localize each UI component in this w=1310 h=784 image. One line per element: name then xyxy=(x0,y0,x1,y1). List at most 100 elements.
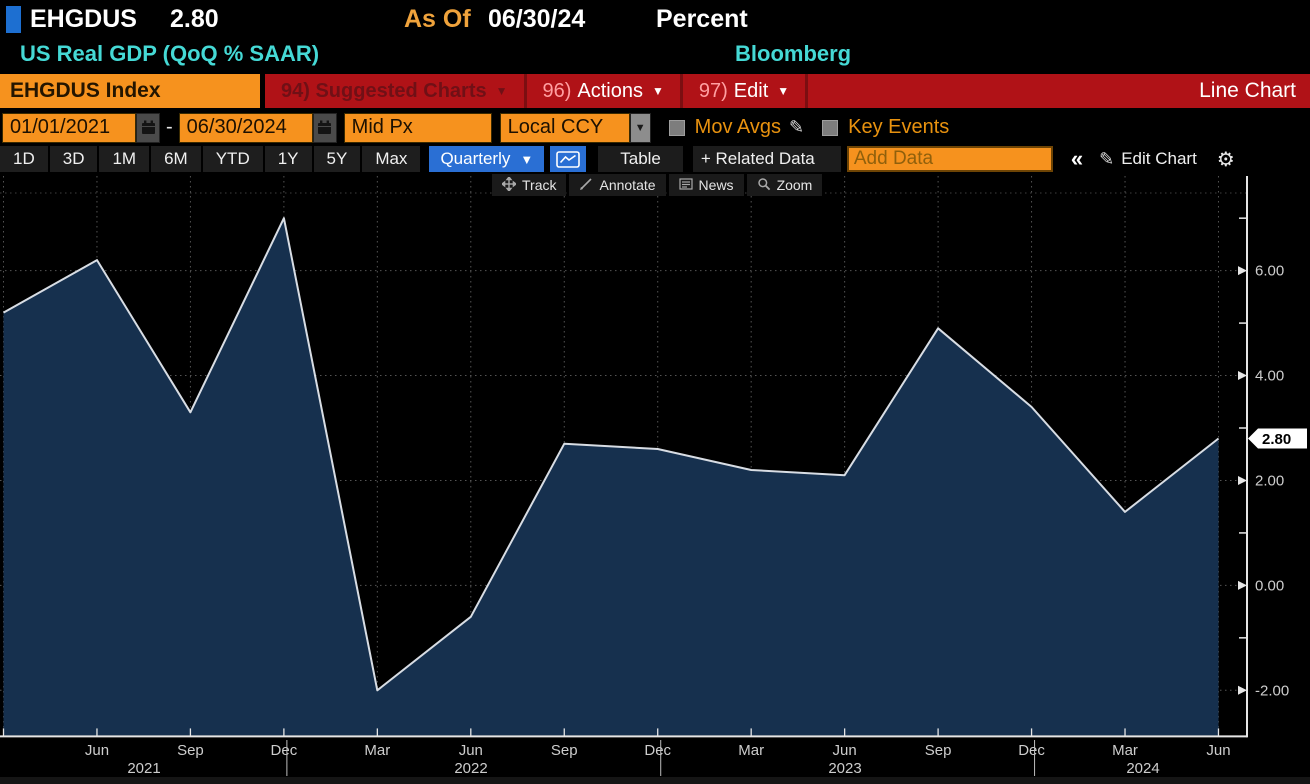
menubar: EHGDUS Index 94) Suggested Charts ▼ 96) … xyxy=(0,74,1310,108)
x-tick-label: Sep xyxy=(925,742,952,759)
calendar-icon[interactable] xyxy=(312,112,337,143)
x-tick-label: Jun xyxy=(85,742,109,759)
x-tick-label: Mar xyxy=(1112,742,1138,759)
terminal-cursor-block xyxy=(6,6,21,33)
header-row: EHGDUS 2.80 As Of 06/30/24 Percent xyxy=(0,0,1310,38)
year-label: 2023 xyxy=(828,760,861,777)
pencil-icon[interactable]: ✎ xyxy=(789,117,805,137)
period-tab-group: 1D 3D 1M 6M YTD 1Y 5Y Max xyxy=(0,146,421,172)
period-tab-max[interactable]: Max xyxy=(362,146,421,172)
y-tick-label: -2.00 xyxy=(1255,682,1289,699)
suggested-charts-menu[interactable]: 94) Suggested Charts ▼ xyxy=(265,74,527,108)
actions-menu-number: 96) xyxy=(542,79,572,102)
x-tick-label: Mar xyxy=(738,742,764,759)
x-tick-label: Dec xyxy=(644,742,671,759)
y-tick-label: 6.00 xyxy=(1255,263,1284,280)
year-label: 2021 xyxy=(127,760,160,777)
currency-field[interactable]: Local CCY xyxy=(499,112,630,143)
period-tab-6m[interactable]: 6M xyxy=(151,146,201,172)
mov-avgs-checkbox[interactable] xyxy=(668,119,685,136)
track-tool-button[interactable]: Track xyxy=(492,174,567,196)
unit-label: Percent xyxy=(656,5,748,33)
security-description-row: US Real GDP (QoQ % SAAR) Bloomberg xyxy=(0,38,1310,72)
y-tick-label: 2.00 xyxy=(1255,472,1284,489)
date-to-field[interactable]: 06/30/2024 xyxy=(178,112,313,143)
edit-menu[interactable]: 97) Edit ▼ xyxy=(683,74,809,108)
line-chart-type-button[interactable] xyxy=(550,146,587,172)
news-tool-button[interactable]: News xyxy=(668,174,744,196)
last-price: 2.80 xyxy=(170,5,219,33)
x-tick-label: Sep xyxy=(551,742,578,759)
year-label: 2022 xyxy=(454,760,487,777)
as-of-date: 06/30/24 xyxy=(488,5,586,33)
x-axis: Jun Sep Dec Mar Jun Sep Dec Mar Jun Sep Dec Mar Jun2… xyxy=(0,728,1247,777)
track-icon xyxy=(500,175,518,194)
x-tick-label: Dec xyxy=(271,742,298,759)
frequency-dropdown[interactable]: Quarterly ▼ xyxy=(429,146,545,172)
currency-dropdown-arrow[interactable]: ▼ xyxy=(629,112,651,143)
zoom-icon xyxy=(757,177,771,194)
period-toolbar: 1D 3D 1M 6M YTD 1Y 5Y Max Quarterly ▼ Table + R… xyxy=(0,146,1310,172)
period-tab-1y[interactable]: 1Y xyxy=(264,146,312,172)
area-fill xyxy=(3,218,1219,736)
key-events-checkbox[interactable] xyxy=(822,119,839,136)
period-tab-1d[interactable]: 1D xyxy=(0,146,48,172)
x-tick-label: Sep xyxy=(177,742,204,759)
collapse-panel-button[interactable]: « xyxy=(1070,146,1084,171)
x-tick-label: Jun xyxy=(459,742,483,759)
y-tick-label: 0.00 xyxy=(1255,577,1284,594)
bloomberg-brand: Bloomberg xyxy=(735,41,852,66)
x-tick-label: Mar xyxy=(364,742,390,759)
period-tab-ytd[interactable]: YTD xyxy=(202,146,263,172)
chevron-down-icon: ▼ xyxy=(652,84,664,98)
ticker-symbol: EHGDUS xyxy=(30,5,137,33)
year-label: 2024 xyxy=(1126,760,1159,777)
date-from-field[interactable]: 01/01/2021 xyxy=(2,112,136,143)
last-price-value: 2.80 xyxy=(1262,431,1291,448)
security-input-field[interactable]: EHGDUS Index xyxy=(0,74,260,108)
menubar-buttons: 94) Suggested Charts ▼ 96) Actions ▼ 97)… xyxy=(265,74,1310,108)
annotate-icon xyxy=(579,177,593,194)
bottom-strip xyxy=(0,777,1310,784)
security-name: US Real GDP (QoQ % SAAR) xyxy=(20,41,320,66)
mov-avgs-label: Mov Avgs xyxy=(694,116,782,138)
chevron-down-icon: ▼ xyxy=(777,84,790,98)
menubar-spacer xyxy=(808,74,1199,108)
edit-menu-number: 97) xyxy=(698,79,728,102)
key-events-label: Key Events xyxy=(848,116,950,138)
chevron-down-icon: ▼ xyxy=(495,84,508,98)
annotate-tool-button[interactable]: Annotate xyxy=(569,174,666,196)
add-data-input[interactable] xyxy=(846,146,1053,172)
period-tab-3d[interactable]: 3D xyxy=(49,146,98,172)
as-of-label: As Of xyxy=(404,5,471,33)
y-tick-label: 4.00 xyxy=(1255,368,1284,385)
period-tab-1m[interactable]: 1M xyxy=(99,146,150,172)
calendar-icon[interactable] xyxy=(136,112,160,143)
x-tick-label: Dec xyxy=(1018,742,1045,759)
edit-menu-label: Edit xyxy=(733,79,769,102)
chart-view-label: Line Chart xyxy=(1199,79,1296,102)
chart-tools-row: Track Annotate News Zoom xyxy=(492,174,823,196)
settings-gear-icon[interactable]: ⚙ xyxy=(1216,148,1235,171)
x-tick-label: Jun xyxy=(833,742,857,759)
chevron-down-icon: ▼ xyxy=(520,151,534,167)
edit-chart-button[interactable]: ✎ Edit Chart xyxy=(1099,148,1197,169)
last-price-tag: 2.80 xyxy=(1248,428,1307,449)
zoom-tool-button[interactable]: Zoom xyxy=(746,174,823,196)
actions-menu-label: Actions xyxy=(577,79,643,102)
table-button[interactable]: Table xyxy=(598,146,683,172)
pencil-icon: ✎ xyxy=(1099,148,1115,169)
actions-menu[interactable]: 96) Actions ▼ xyxy=(527,74,683,108)
related-data-button[interactable]: + Related Data xyxy=(692,146,841,172)
price-source-field[interactable]: Mid Px xyxy=(343,112,492,143)
news-icon xyxy=(678,177,693,194)
chart-controls-row: 01/01/2021 - 06/30/2024 Mid Px Local CCY… xyxy=(0,110,1310,145)
period-tab-5y[interactable]: 5Y xyxy=(313,146,361,172)
date-range-separator: - xyxy=(166,116,173,138)
x-tick-label: Jun xyxy=(1206,742,1230,759)
y-axis: 6.00 4.00 2.00 0.00 -2.00 xyxy=(1238,176,1289,738)
line-chart-icon xyxy=(556,150,581,168)
price-line xyxy=(3,217,1220,692)
